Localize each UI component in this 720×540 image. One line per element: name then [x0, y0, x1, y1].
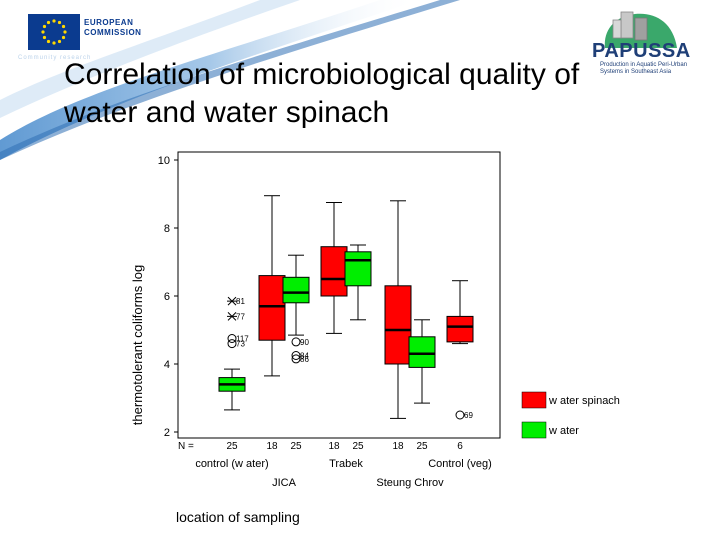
legend-label: w ater [548, 425, 579, 437]
eu-star-icon [52, 41, 56, 45]
slide-title-line: water and water spinach [64, 96, 390, 129]
eu-caption: Community research [18, 55, 92, 61]
eu-logo-text: EUROPEAN COMMISSION [84, 18, 141, 38]
outlier-label: 84 [300, 352, 309, 361]
y-tick-label: 2 [164, 427, 170, 439]
n-count-label: 25 [226, 441, 238, 452]
eu-stars-icon [41, 19, 67, 45]
n-count-label: 25 [290, 441, 302, 452]
eu-logo-line1: EUROPEAN [84, 18, 134, 27]
y-tick-label: 6 [164, 291, 170, 303]
box [408, 336, 436, 368]
eu-star-icon [42, 24, 47, 29]
outlier-label: 81 [236, 297, 245, 306]
outlier-label: 73 [236, 340, 245, 349]
y-tick-label: 4 [164, 359, 170, 371]
eu-star-icon [42, 35, 47, 40]
eu-star-icon [57, 39, 62, 44]
slide-title: Correlation of microbiological quality o… [64, 56, 704, 132]
outlier-circle [291, 354, 301, 364]
outlier-label: 69 [464, 411, 473, 420]
papussa-logo-icon [604, 11, 677, 48]
y-tick-label: 10 [158, 155, 170, 167]
outlier-label: 77 [236, 312, 245, 321]
eu-star-icon [61, 24, 66, 29]
outlier-circle [455, 410, 465, 420]
outlier-circle [227, 334, 237, 343]
eu-star-icon [46, 20, 51, 25]
eu-star-icon [63, 30, 67, 34]
box [282, 276, 310, 304]
legend-swatch [521, 421, 547, 439]
eu-star-icon [52, 19, 56, 23]
y-tick-label: 8 [164, 223, 170, 235]
box [344, 251, 372, 287]
n-count-label: 6 [457, 441, 463, 452]
box [384, 285, 412, 365]
outlier-label: 90 [300, 338, 309, 347]
n-count-label: 18 [392, 441, 404, 452]
eu-flag-logo [28, 14, 80, 50]
n-count-label: 18 [266, 441, 278, 452]
papussa-logo-caption: Production in Aquatic Peri-Urban Systems… [600, 62, 688, 75]
outlier-circle [227, 339, 237, 349]
n-count-label: 25 [416, 441, 428, 452]
n-prefix-label: N = [178, 441, 194, 452]
x-category-label: Trabek [329, 458, 363, 470]
legend-swatch [521, 391, 547, 409]
x-category-label: control (w ater) [195, 458, 268, 470]
outlier-circle [291, 337, 301, 347]
eu-star-icon [57, 20, 62, 25]
x-axis-title: location of sampling [176, 509, 300, 525]
n-count-label: 25 [352, 441, 364, 452]
x-category-label: Control (veg) [428, 458, 492, 470]
slide-title-line: Correlation of microbiological quality o… [64, 58, 580, 91]
papussa-logo-name: PAPUSSA [592, 40, 691, 62]
box [320, 246, 348, 297]
outlier-label: 117 [236, 335, 249, 344]
outlier-label: 86 [300, 355, 309, 364]
x-category-label: JICA [272, 477, 297, 489]
n-count-label: 18 [328, 441, 340, 452]
x-category-label: Steung Chrov [376, 477, 444, 489]
eu-star-icon [61, 35, 66, 40]
legend-label: w ater spinach [548, 395, 620, 407]
outlier-circle [291, 351, 301, 360]
eu-star-icon [46, 39, 51, 44]
eu-logo-line2: COMMISSION [84, 28, 142, 37]
eu-star-icon [41, 30, 45, 34]
box [258, 275, 286, 341]
outlier-star [227, 296, 237, 306]
outlier-star [227, 312, 237, 321]
y-axis-title: thermotolerant coliforms log [130, 265, 145, 425]
box [446, 315, 474, 343]
